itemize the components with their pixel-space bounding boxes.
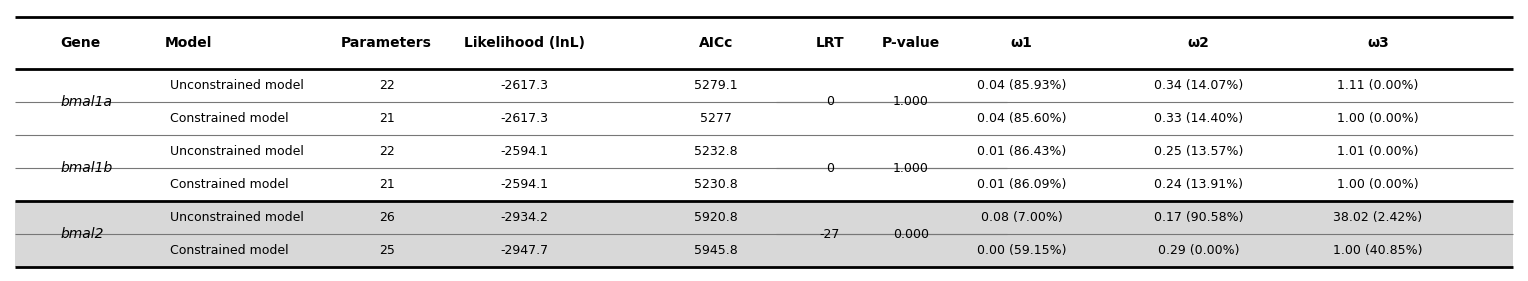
Text: Unconstrained model: Unconstrained model xyxy=(170,145,304,158)
Text: ω2: ω2 xyxy=(1187,36,1209,50)
Text: bmal1b: bmal1b xyxy=(60,161,113,175)
Text: 0.01 (86.09%): 0.01 (86.09%) xyxy=(976,178,1067,191)
Text: -27: -27 xyxy=(819,228,840,241)
Text: Constrained model: Constrained model xyxy=(170,244,289,257)
Text: Unconstrained model: Unconstrained model xyxy=(170,79,304,92)
Text: 5945.8: 5945.8 xyxy=(694,244,738,257)
Text: bmal2: bmal2 xyxy=(60,227,104,241)
Text: -2934.2: -2934.2 xyxy=(501,211,549,224)
Text: 5230.8: 5230.8 xyxy=(694,178,738,191)
Text: 0: 0 xyxy=(827,96,834,108)
Text: 25: 25 xyxy=(379,244,394,257)
Text: -2617.3: -2617.3 xyxy=(500,112,549,125)
Text: -2947.7: -2947.7 xyxy=(500,244,549,257)
Text: 0: 0 xyxy=(827,162,834,175)
Text: P-value: P-value xyxy=(882,36,940,50)
Text: 0.34 (14.07%): 0.34 (14.07%) xyxy=(1154,79,1242,92)
Text: 0.08 (7.00%): 0.08 (7.00%) xyxy=(981,211,1062,224)
Text: bmal1a: bmal1a xyxy=(60,95,112,109)
Text: Likelihood (lnL): Likelihood (lnL) xyxy=(465,36,585,50)
Text: 5920.8: 5920.8 xyxy=(694,211,738,224)
Text: Unconstrained model: Unconstrained model xyxy=(170,211,304,224)
Text: 0.00 (59.15%): 0.00 (59.15%) xyxy=(976,244,1067,257)
Text: 0.01 (86.43%): 0.01 (86.43%) xyxy=(976,145,1067,158)
Bar xyxy=(15,201,1513,267)
Text: 1.00 (0.00%): 1.00 (0.00%) xyxy=(1337,178,1420,191)
Text: 1.000: 1.000 xyxy=(892,162,929,175)
Text: 5232.8: 5232.8 xyxy=(694,145,738,158)
Text: 26: 26 xyxy=(379,211,394,224)
Text: 22: 22 xyxy=(379,79,394,92)
Text: 0.17 (90.58%): 0.17 (90.58%) xyxy=(1154,211,1242,224)
Text: 0.29 (0.00%): 0.29 (0.00%) xyxy=(1158,244,1239,257)
Text: 21: 21 xyxy=(379,112,394,125)
Text: Parameters: Parameters xyxy=(341,36,432,50)
Text: 21: 21 xyxy=(379,178,394,191)
Text: AICc: AICc xyxy=(698,36,733,50)
Text: 0.24 (13.91%): 0.24 (13.91%) xyxy=(1154,178,1242,191)
Text: 0.000: 0.000 xyxy=(892,228,929,241)
Text: Gene: Gene xyxy=(60,36,101,50)
Text: 1.000: 1.000 xyxy=(892,96,929,108)
Text: Model: Model xyxy=(165,36,212,50)
Text: ω1: ω1 xyxy=(1010,36,1033,50)
Text: 0.25 (13.57%): 0.25 (13.57%) xyxy=(1154,145,1242,158)
Text: Constrained model: Constrained model xyxy=(170,112,289,125)
Text: -2594.1: -2594.1 xyxy=(500,178,549,191)
Text: 0.33 (14.40%): 0.33 (14.40%) xyxy=(1154,112,1242,125)
Text: LRT: LRT xyxy=(816,36,843,50)
Text: Constrained model: Constrained model xyxy=(170,178,289,191)
Text: 1.00 (0.00%): 1.00 (0.00%) xyxy=(1337,112,1420,125)
Text: 5277: 5277 xyxy=(700,112,732,125)
Text: 1.01 (0.00%): 1.01 (0.00%) xyxy=(1337,145,1418,158)
Text: 1.00 (40.85%): 1.00 (40.85%) xyxy=(1334,244,1423,257)
Text: 0.04 (85.93%): 0.04 (85.93%) xyxy=(976,79,1067,92)
Text: -2594.1: -2594.1 xyxy=(500,145,549,158)
Text: ω3: ω3 xyxy=(1368,36,1389,50)
Text: 5279.1: 5279.1 xyxy=(694,79,738,92)
Text: 1.11 (0.00%): 1.11 (0.00%) xyxy=(1337,79,1418,92)
Text: 38.02 (2.42%): 38.02 (2.42%) xyxy=(1334,211,1423,224)
Text: 0.04 (85.60%): 0.04 (85.60%) xyxy=(976,112,1067,125)
Text: -2617.3: -2617.3 xyxy=(500,79,549,92)
Text: 22: 22 xyxy=(379,145,394,158)
